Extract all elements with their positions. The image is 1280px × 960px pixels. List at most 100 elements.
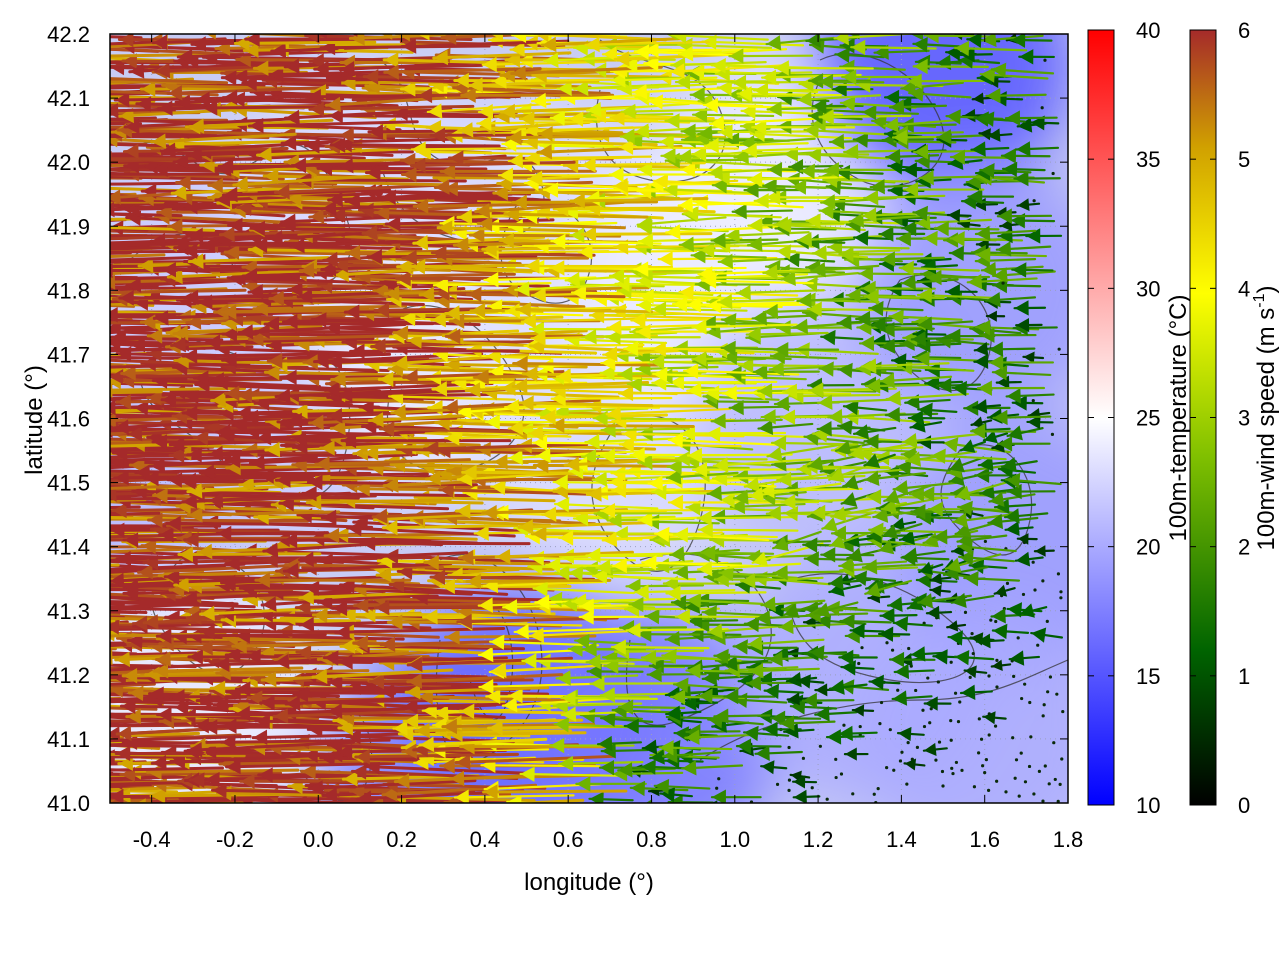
wind-vector: [672, 527, 778, 543]
wind-vector: [930, 448, 1007, 464]
wind-vector: [685, 500, 779, 516]
wind-vector-calm: [954, 760, 959, 765]
wind-vector: [993, 584, 1016, 597]
wind-vector: [110, 247, 114, 251]
wind-vector-calm: [834, 775, 838, 780]
wind-vector: [990, 659, 1012, 672]
wind-vector: [186, 740, 355, 758]
y-tick-label: 41.4: [47, 535, 90, 560]
wind-vector: [879, 372, 953, 389]
wind-vector-calm: [885, 766, 889, 770]
colorbar-tick-label: 20: [1136, 535, 1160, 560]
wind-vector-calm: [834, 757, 838, 761]
x-tick-label: 1.4: [886, 827, 917, 852]
wind-vector: [596, 735, 643, 752]
wind-vector: [757, 419, 814, 436]
wind-vector: [1003, 508, 1049, 524]
wind-vector: [925, 605, 953, 620]
wind-vector: [110, 196, 112, 200]
wind-vector: [679, 425, 787, 442]
wind-vector: [110, 345, 254, 353]
wind-vector: [963, 571, 1021, 587]
wind-vector: [1004, 521, 1034, 537]
wind-vector: [991, 623, 1030, 640]
wind-vector: [950, 592, 995, 609]
wind-vector: [110, 320, 113, 324]
wind-vector: [879, 607, 918, 624]
wind-vector: [575, 776, 647, 792]
wind-vector: [110, 766, 224, 772]
wind-vector: [860, 34, 862, 35]
wind-vector-calm: [787, 778, 792, 782]
wind-vector-calm: [1017, 794, 1021, 798]
x-tick-label: 0.4: [470, 827, 501, 852]
wind-vector-calm: [787, 745, 791, 750]
wind-vector: [494, 548, 634, 565]
wind-vector: [662, 747, 722, 763]
wind-vector: [773, 341, 840, 358]
wind-vector-calm: [810, 786, 814, 790]
wind-vector: [868, 522, 946, 538]
wind-vector-calm: [825, 797, 829, 801]
wind-vector: [674, 450, 768, 467]
wind-vector: [666, 459, 750, 475]
wind-vector: [137, 563, 298, 580]
wind-vector-calm: [941, 784, 945, 788]
wind-vector: [110, 734, 252, 743]
wind-vector: [439, 578, 572, 595]
wind-vector: [763, 683, 804, 700]
wind-vector-calm: [926, 676, 930, 680]
wind-vector: [870, 333, 906, 350]
wind-vector: [589, 675, 682, 692]
wind-vector-calm: [993, 724, 998, 728]
wind-vector-calm: [1004, 790, 1008, 794]
wind-vector-calm: [907, 646, 911, 651]
colorbar-tick-label: 40: [1136, 18, 1160, 43]
wind-vector: [110, 574, 113, 578]
colorbar-tick-label: 35: [1136, 147, 1160, 172]
wind-vector: [110, 510, 117, 514]
wind-vector: [851, 570, 897, 586]
wind-vector-calm: [858, 808, 861, 811]
wind-vector: [625, 622, 729, 638]
wind-vector: [605, 329, 701, 345]
wind-vector: [923, 696, 952, 711]
wind-vector: [903, 758, 926, 771]
wind-vector: [881, 522, 923, 540]
wind-vector-calm: [950, 766, 954, 770]
wind-vector: [110, 515, 113, 519]
wind-vector: [745, 326, 829, 342]
wind-vector: [901, 433, 980, 449]
wind-vector-calm: [775, 782, 780, 786]
wind-vector-calm: [1031, 560, 1035, 564]
wind-vector-calm: [934, 758, 938, 762]
wind-vector: [319, 440, 467, 456]
wind-vector: [633, 584, 736, 600]
wind-vector: [893, 663, 935, 680]
wind-vector: [860, 358, 950, 374]
x-tick-label: 0.2: [386, 827, 417, 852]
wind-vector: [591, 568, 697, 585]
wind-vector: [512, 355, 664, 372]
wind-vector: [1015, 317, 1043, 333]
wind-vector: [110, 547, 184, 554]
wind-vector: [150, 753, 320, 771]
plot-area: [110, 34, 1068, 811]
wind-vector-calm: [1013, 776, 1017, 780]
wind-vector: [518, 395, 654, 411]
wind-vector-calm: [842, 723, 846, 727]
y-tick-label: 41.8: [47, 278, 90, 303]
wind-vector: [782, 602, 823, 619]
wind-vector: [665, 469, 739, 485]
wind-vector: [728, 399, 791, 416]
wind-vector: [896, 726, 925, 742]
wind-vector: [877, 626, 911, 642]
wind-vector: [110, 440, 121, 445]
wind-vector: [705, 426, 810, 442]
wind-vector: [259, 802, 261, 803]
wind-vector: [251, 729, 423, 746]
wind-vector: [1033, 545, 1055, 557]
wind-vector: [890, 517, 917, 531]
wind-vector: [722, 655, 769, 672]
